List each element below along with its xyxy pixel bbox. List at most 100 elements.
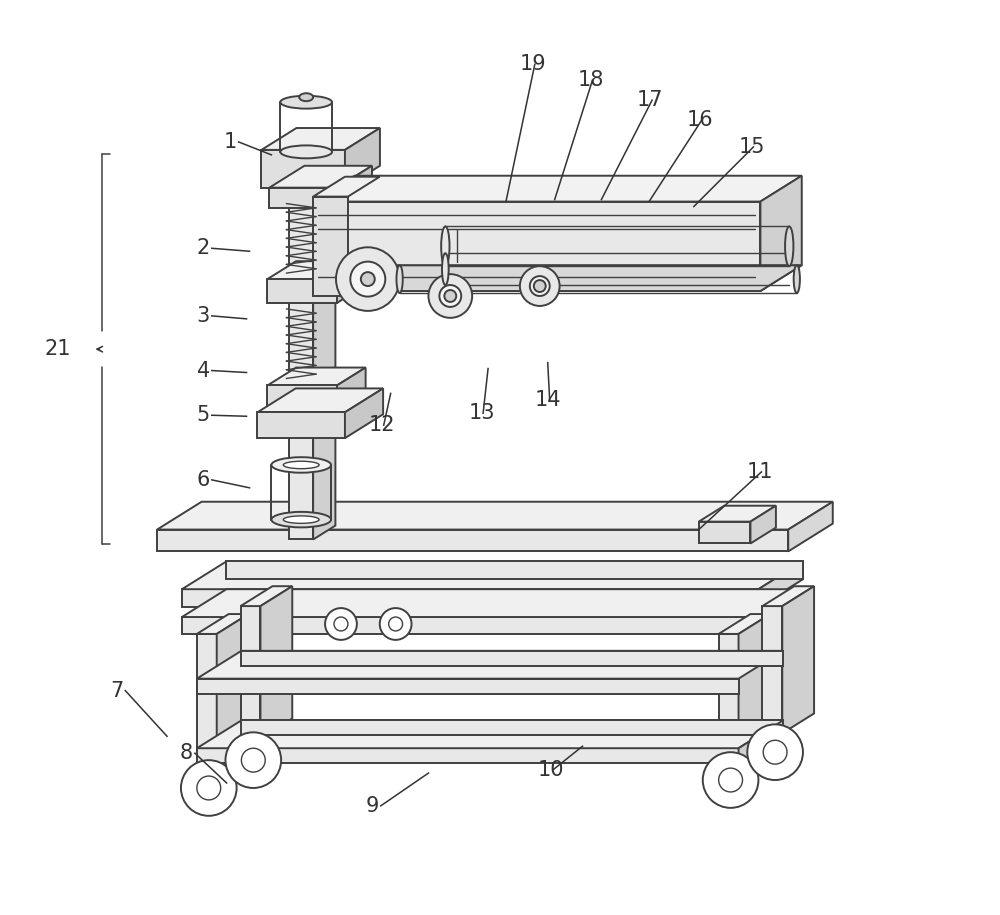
Text: 12: 12 [369, 415, 395, 436]
Polygon shape [313, 197, 348, 296]
Text: 2: 2 [197, 238, 210, 258]
Polygon shape [758, 562, 803, 607]
Ellipse shape [441, 226, 450, 266]
Ellipse shape [283, 516, 319, 523]
Polygon shape [739, 720, 783, 763]
Polygon shape [182, 589, 803, 617]
Polygon shape [197, 634, 217, 759]
Circle shape [747, 725, 803, 780]
Text: 3: 3 [197, 306, 210, 326]
Polygon shape [261, 128, 380, 150]
Polygon shape [157, 501, 833, 530]
Polygon shape [217, 614, 249, 759]
Polygon shape [257, 389, 383, 413]
Polygon shape [760, 176, 802, 291]
Polygon shape [313, 201, 760, 291]
Circle shape [520, 266, 560, 306]
Circle shape [197, 776, 221, 800]
Polygon shape [197, 679, 739, 694]
Ellipse shape [271, 511, 331, 527]
Circle shape [325, 608, 357, 640]
Polygon shape [269, 188, 337, 208]
Circle shape [336, 247, 400, 311]
Polygon shape [269, 166, 372, 188]
Polygon shape [750, 506, 776, 544]
Circle shape [389, 617, 403, 631]
Polygon shape [267, 368, 366, 385]
Circle shape [439, 285, 461, 307]
Circle shape [380, 608, 412, 640]
Circle shape [428, 274, 472, 318]
Ellipse shape [280, 145, 332, 158]
Polygon shape [337, 166, 372, 208]
Polygon shape [197, 720, 783, 748]
Polygon shape [699, 506, 776, 522]
Ellipse shape [271, 458, 331, 473]
Polygon shape [197, 651, 783, 679]
Polygon shape [226, 562, 803, 579]
Polygon shape [345, 389, 383, 438]
Polygon shape [261, 150, 345, 188]
Circle shape [534, 280, 546, 292]
Polygon shape [788, 501, 833, 552]
Polygon shape [267, 279, 337, 303]
Text: 9: 9 [366, 796, 379, 816]
Circle shape [241, 748, 265, 772]
Ellipse shape [396, 265, 403, 293]
Polygon shape [313, 265, 802, 291]
Circle shape [530, 276, 550, 296]
Circle shape [181, 760, 237, 816]
Text: 19: 19 [520, 54, 547, 74]
Text: 7: 7 [110, 681, 124, 701]
Polygon shape [197, 748, 739, 763]
Circle shape [719, 768, 743, 792]
Text: 17: 17 [637, 91, 664, 110]
Polygon shape [699, 522, 750, 544]
Polygon shape [260, 587, 292, 738]
Polygon shape [267, 385, 337, 409]
Ellipse shape [442, 253, 449, 285]
Polygon shape [182, 562, 803, 589]
Polygon shape [289, 156, 313, 540]
Polygon shape [241, 651, 783, 666]
Text: 21: 21 [44, 339, 71, 359]
Text: 1: 1 [224, 132, 237, 152]
Text: 8: 8 [180, 743, 193, 763]
Circle shape [225, 732, 281, 788]
Circle shape [350, 262, 385, 296]
Circle shape [334, 617, 348, 631]
Ellipse shape [299, 93, 313, 102]
Polygon shape [337, 261, 366, 303]
Polygon shape [782, 587, 814, 733]
Polygon shape [719, 634, 739, 753]
Circle shape [361, 272, 375, 286]
Polygon shape [241, 606, 260, 738]
Polygon shape [345, 128, 380, 188]
Polygon shape [267, 261, 366, 279]
Polygon shape [197, 614, 249, 634]
Polygon shape [241, 720, 783, 736]
Polygon shape [313, 143, 335, 540]
Text: 13: 13 [468, 404, 495, 424]
Text: 5: 5 [197, 405, 210, 425]
Polygon shape [182, 589, 758, 607]
Text: 18: 18 [578, 70, 604, 91]
Polygon shape [313, 176, 802, 201]
Polygon shape [257, 413, 345, 438]
Text: 4: 4 [197, 361, 210, 381]
Circle shape [763, 740, 787, 764]
Ellipse shape [785, 226, 793, 266]
Ellipse shape [280, 96, 332, 109]
Polygon shape [157, 530, 788, 552]
Polygon shape [739, 614, 770, 753]
Ellipse shape [283, 461, 319, 468]
Text: 16: 16 [687, 110, 713, 130]
Polygon shape [719, 614, 770, 634]
Polygon shape [762, 587, 814, 606]
Text: 11: 11 [746, 462, 773, 482]
Text: 6: 6 [197, 470, 210, 490]
Polygon shape [337, 368, 366, 409]
Circle shape [703, 752, 758, 808]
Text: 10: 10 [538, 760, 564, 780]
Polygon shape [762, 606, 782, 733]
